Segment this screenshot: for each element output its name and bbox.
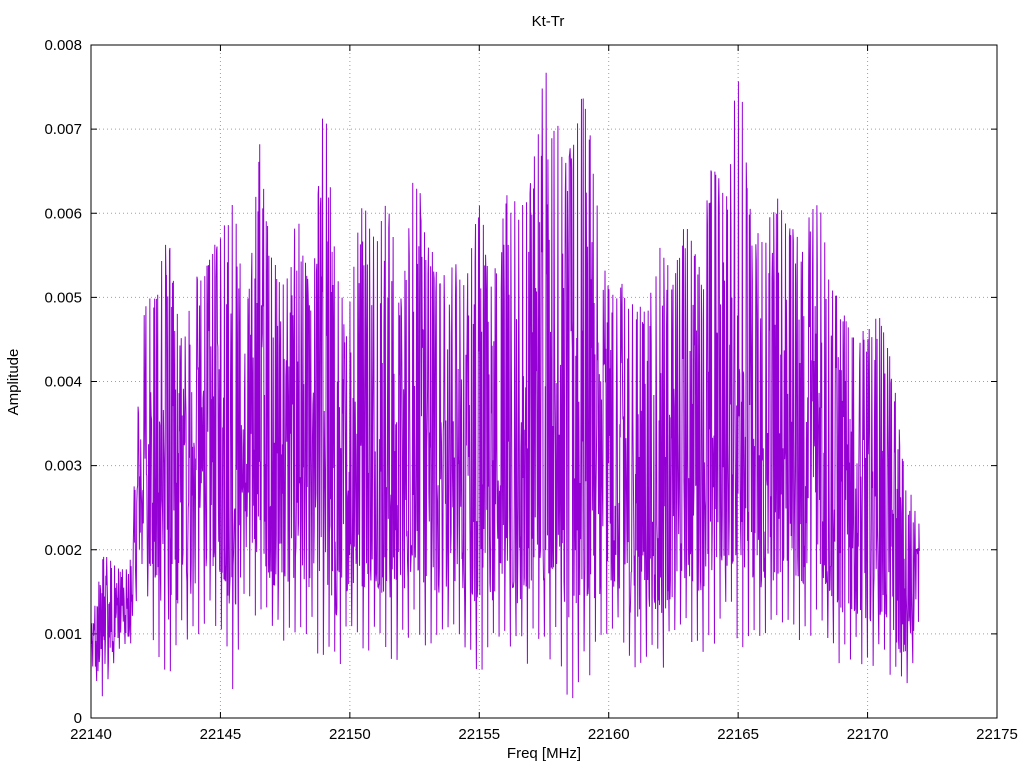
x-tick-labels: 22140 22145 22150 22155 22160 22165 22170 22175 (70, 726, 1018, 743)
y-tick-label: 0.004 (44, 374, 82, 391)
x-tick-label: 22145 (200, 726, 242, 743)
x-tick-label: 22155 (458, 726, 500, 743)
x-tick-label: 22175 (976, 726, 1018, 743)
x-tick-label: 22150 (329, 726, 371, 743)
y-tick-label: 0.007 (44, 121, 82, 138)
y-tick-label: 0.008 (44, 37, 82, 54)
y-tick-label: 0.002 (44, 542, 82, 559)
y-tick-label: 0.006 (44, 205, 82, 222)
x-tick-label: 22140 (70, 726, 112, 743)
y-axis-label: Amplitude (5, 349, 22, 416)
x-tick-label: 22165 (717, 726, 759, 743)
x-axis-label: Freq [MHz] (507, 745, 581, 762)
x-tick-label: 22170 (847, 726, 889, 743)
x-tick-label: 22160 (588, 726, 630, 743)
y-tick-label: 0.003 (44, 458, 82, 475)
y-tick-label: 0 (74, 710, 82, 727)
series-line (90, 72, 920, 699)
data-series-amplitude (90, 72, 920, 699)
chart-title: Kt-Tr (532, 13, 565, 30)
y-tick-label: 0.001 (44, 626, 82, 643)
y-tick-label: 0.005 (44, 289, 82, 306)
plot-frame (90, 44, 998, 719)
y-tick-labels: 0 0.001 0.002 0.003 0.004 0.005 0.006 0.007 0.00… (44, 37, 82, 727)
